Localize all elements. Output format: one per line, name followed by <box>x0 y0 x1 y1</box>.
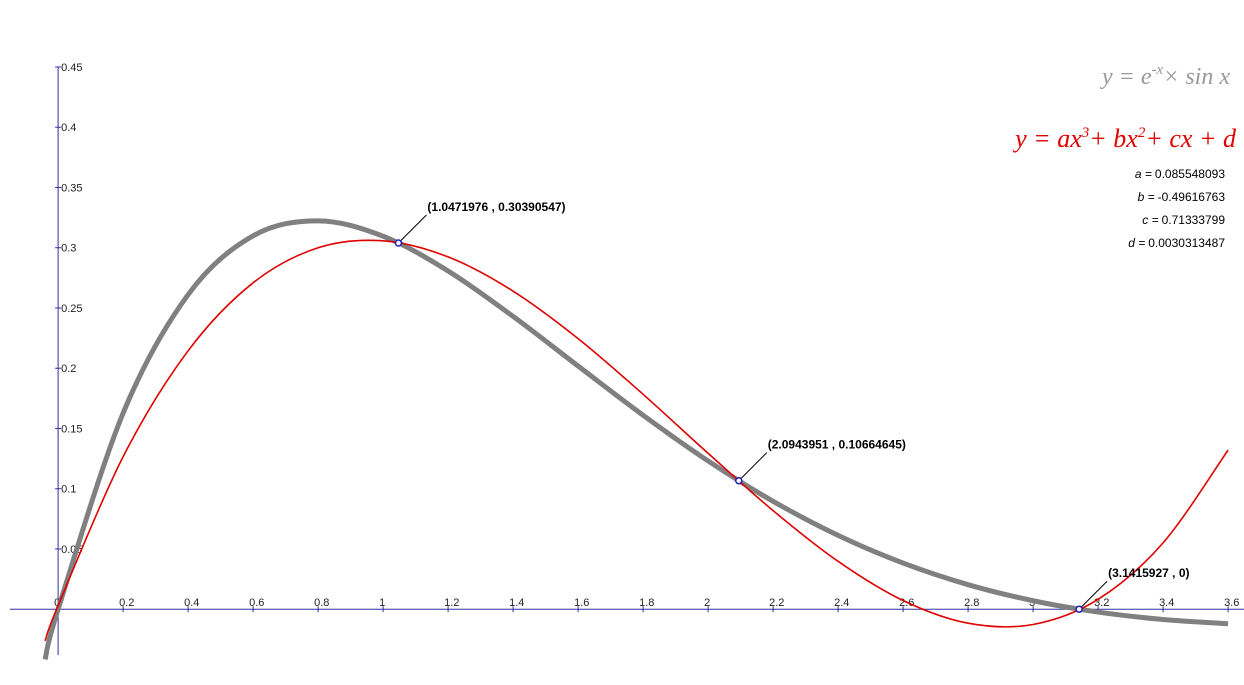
y-tick-label: 0.4 <box>61 122 76 134</box>
y-tick-label: 0.35 <box>61 182 82 194</box>
x-tick-label: 2.8 <box>964 597 979 609</box>
x-tick-label: 2.2 <box>769 597 784 609</box>
formula-part: + cx + d <box>1145 124 1237 153</box>
x-tick-label: 1.2 <box>444 597 459 609</box>
x-tick-label: 0.8 <box>314 597 329 609</box>
param-value: 0.085548093 <box>1155 167 1225 181</box>
point-label: (1.0471976 , 0.30390547) <box>427 200 565 214</box>
x-tick-label: 0.4 <box>184 597 199 609</box>
x-tick-label: 0 <box>54 597 60 609</box>
formula-part: 2 <box>1138 125 1146 141</box>
param: b = -0.49616763 <box>1138 190 1226 204</box>
y-tick-label: 0.1 <box>61 484 76 496</box>
point-label: (3.1415927 , 0) <box>1108 566 1189 580</box>
x-tick-label: 3.6 <box>1224 597 1239 609</box>
point <box>394 239 403 247</box>
leader <box>738 452 768 482</box>
param-name: d = <box>1128 236 1145 250</box>
point <box>735 476 743 485</box>
y-tick-label: 0.15 <box>61 423 82 435</box>
x-tick-label: 1.6 <box>574 597 589 609</box>
formula-part: 3 <box>1081 125 1090 141</box>
formula-part: y = ax <box>1012 124 1082 153</box>
formula-part: × sin x <box>1163 64 1230 90</box>
x-tick-label: 3.2 <box>1094 597 1109 609</box>
formula-part: -x <box>1151 62 1163 78</box>
x-tick-label: 2 <box>704 597 710 609</box>
formula-part: + bx <box>1089 124 1138 153</box>
param: a = 0.085548093 <box>1135 167 1225 181</box>
param-name: a = <box>1135 167 1152 181</box>
x-tick-label: 2.4 <box>834 597 849 609</box>
x-tick-label: 3 <box>1029 597 1035 609</box>
param-value: 0.0030313487 <box>1148 236 1225 250</box>
x-tick-label: 1.4 <box>509 597 524 609</box>
curve <box>42 218 1229 660</box>
x-tick-label: 0.6 <box>249 597 264 609</box>
formula-part: y = e <box>1100 64 1152 90</box>
x-tick-label: 0.2 <box>119 597 134 609</box>
y-tick-label: 0.45 <box>61 62 82 74</box>
curve <box>44 239 1229 642</box>
param-name: c = <box>1142 213 1158 227</box>
leader <box>1078 580 1108 610</box>
point <box>1075 605 1083 613</box>
x-tick-label: 1 <box>379 597 385 609</box>
formula: y = e-x× sin x <box>1100 62 1230 90</box>
formula: y = ax3+ bx2+ cx + d <box>1012 124 1237 153</box>
param: c = 0.71333799 <box>1142 213 1225 227</box>
leader <box>398 214 427 244</box>
x-tick-label: 1.8 <box>639 597 654 609</box>
y-tick-label: 0.25 <box>61 303 82 315</box>
x-tick-label: 3.4 <box>1159 597 1174 609</box>
param-name: b = <box>1138 190 1155 204</box>
point-label: (2.0943951 , 0.10664645) <box>768 438 906 452</box>
param-value: -0.49616763 <box>1158 190 1226 204</box>
y-tick-label: 0.2 <box>61 363 76 375</box>
y-tick-label: 0.3 <box>61 243 76 255</box>
param-value: 0.71333799 <box>1162 213 1226 227</box>
param: d = 0.0030313487 <box>1128 236 1225 250</box>
